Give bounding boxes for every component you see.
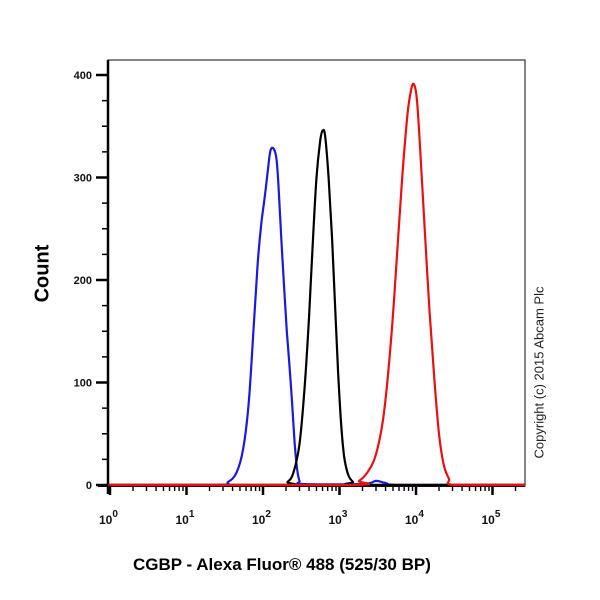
x-tick-label: 102 <box>252 509 271 527</box>
copyright-notice: Copyright (c) 2015 Abcam Plc <box>527 250 551 495</box>
y-axis-title-text: Count <box>31 244 54 302</box>
x-axis-title: CGBP - Alexa Fluor® 488 (525/30 BP) <box>133 555 431 574</box>
y-axis: 0 100 200 300 400 <box>74 60 110 494</box>
red-histogram <box>110 82 525 487</box>
y-tick-label: 200 <box>74 275 92 287</box>
black-histogram <box>110 128 525 487</box>
y-tick-label: 0 <box>86 480 92 492</box>
x-tick-label: 104 <box>405 509 424 527</box>
x-tick-label: 103 <box>329 509 348 527</box>
y-tick-label: 100 <box>74 378 92 390</box>
copyright-text: Copyright (c) 2015 Abcam Plc <box>531 286 547 459</box>
plot-area <box>107 59 526 487</box>
x-tick-label: 105 <box>482 509 501 527</box>
plot-frame <box>107 59 526 487</box>
x-tick-label: 101 <box>176 509 195 527</box>
y-tick-label: 400 <box>74 70 92 82</box>
x-tick-label: 100 <box>99 509 118 527</box>
x-axis: 100 101 102 103 104 105 <box>98 485 525 527</box>
y-tick-label: 300 <box>74 173 92 185</box>
y-axis-title: Count <box>18 238 68 308</box>
histogram-curves <box>108 82 525 487</box>
